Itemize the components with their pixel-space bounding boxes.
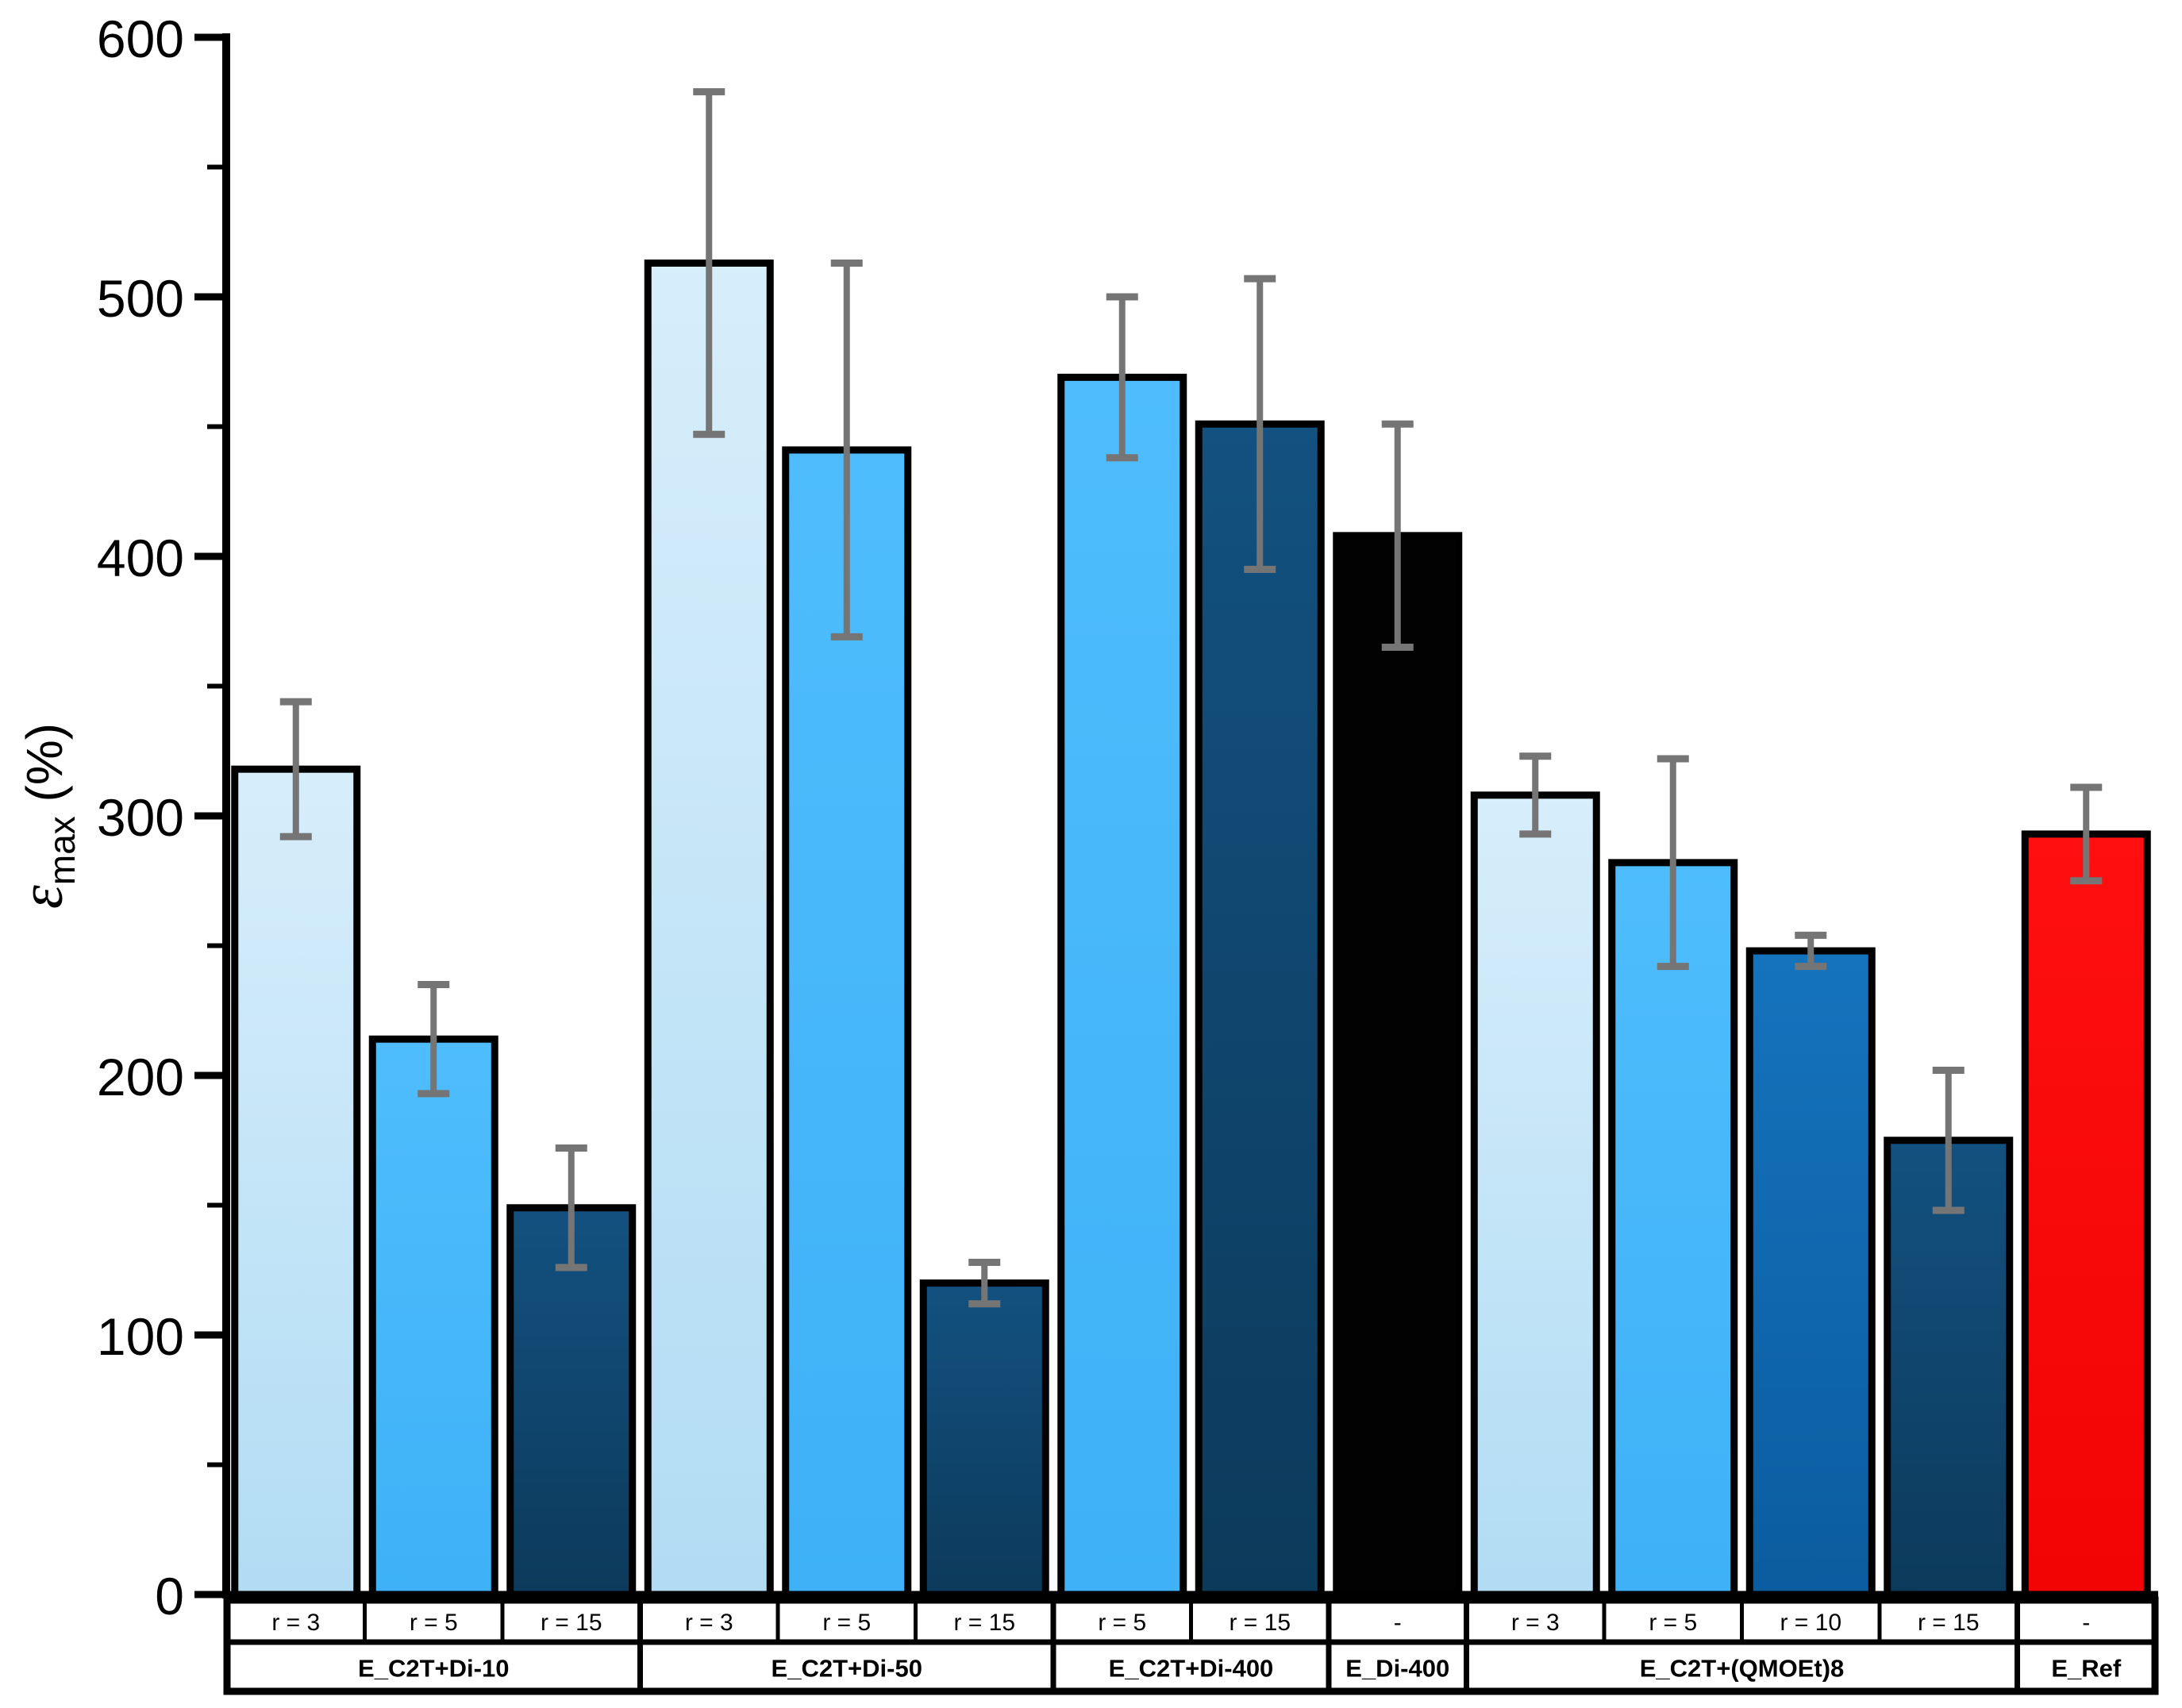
table-outer-border: [223, 1596, 2159, 1695]
y-axis-title: εmax (%): [9, 723, 83, 909]
bar-E_C2T+(QMOEt)8-r = 5: [1608, 859, 1738, 1598]
r-cell-label: r = 3: [685, 1610, 733, 1636]
bar-E_C2T+(QMOEt)8-r = 10: [1745, 947, 1876, 1598]
bar-E_Ref--: [2021, 830, 2151, 1598]
y-tick-label: 600: [97, 10, 184, 68]
group-cell-label: E_C2T+Di-10: [358, 1655, 509, 1683]
error-bar: [1657, 755, 1689, 971]
r-cell: [775, 1598, 918, 1645]
bar-E_C2T+Di-400-r = 15: [1195, 420, 1325, 1598]
error-bar: [2070, 783, 2103, 885]
error-bar: [555, 1144, 587, 1271]
error-bar: [418, 981, 450, 1098]
error-bar: [830, 259, 863, 640]
r-cell-label: -: [2082, 1610, 2090, 1636]
bar-E_C2T+Di-50-r = 15: [919, 1279, 1049, 1598]
bar-E_C2T+Di-50-r = 5: [782, 446, 912, 1598]
r-cell-label: r = 5: [1649, 1610, 1697, 1636]
r-cell-label: r = 5: [1098, 1610, 1146, 1636]
group-cell-label: E_Di-400: [1345, 1655, 1449, 1683]
group-cell-label: E_C2T+(QMOEt)8: [1640, 1655, 1845, 1683]
error-bar: [1519, 752, 1552, 838]
error-bar: [693, 88, 725, 438]
r-cell-label: r = 5: [822, 1610, 871, 1636]
y-tick-label: 0: [155, 1567, 184, 1625]
error-bar: [1932, 1066, 1965, 1214]
y-tick-label: 200: [97, 1048, 184, 1106]
r-cell-label: -: [1394, 1610, 1402, 1636]
r-cell-label: r = 15: [1229, 1610, 1291, 1636]
y-tick-label: 300: [97, 788, 184, 847]
y-tick-label: 100: [97, 1307, 184, 1366]
group-cell: [1050, 1639, 1332, 1695]
r-cell-label: r = 3: [1511, 1610, 1560, 1636]
bar-E_C2T+Di-10-r = 5: [368, 1035, 498, 1598]
bar-E_C2T+Di-400-r = 5: [1057, 373, 1187, 1598]
error-bar: [1381, 420, 1414, 651]
group-cell-label: E_C2T+Di-400: [1109, 1655, 1274, 1683]
r-cell-label: r = 15: [541, 1610, 602, 1636]
r-cell-label: r = 15: [1918, 1610, 1980, 1636]
error-bar: [1244, 275, 1276, 573]
group-cell-label: E_C2T+Di-50: [772, 1655, 922, 1683]
r-cell-label: r = 3: [271, 1610, 320, 1636]
error-bar: [1106, 293, 1138, 462]
error-bar: [968, 1258, 1001, 1308]
error-bar: [279, 698, 312, 841]
r-cell-label: r = 15: [953, 1610, 1015, 1636]
group-cell-label: E_Ref: [2051, 1655, 2122, 1683]
bar-E_C2T+Di-10-r = 3: [231, 765, 361, 1598]
y-tick-label: 400: [97, 529, 184, 587]
bar-E_C2T+Di-50-r = 3: [644, 259, 774, 1598]
bar-E_C2T+(QMOEt)8-r = 15: [1884, 1137, 2014, 1598]
r-cell-label: r = 5: [410, 1610, 458, 1636]
error-bar: [1795, 931, 1827, 971]
y-tick-label: 500: [97, 269, 184, 328]
bar-E_Di-400--: [1333, 532, 1463, 1598]
r-cell-label: r = 10: [1780, 1610, 1841, 1636]
bar-E_C2T+(QMOEt)8-r = 3: [1470, 791, 1600, 1598]
